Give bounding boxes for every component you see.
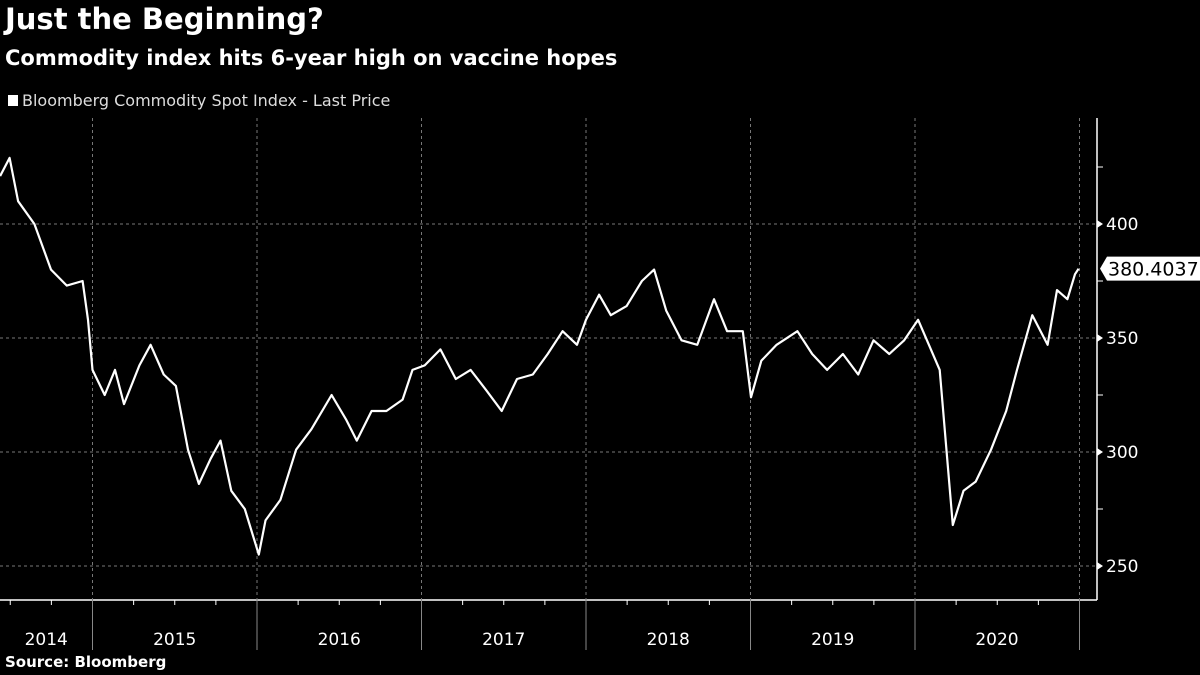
x-tick-label: 2015 (153, 630, 196, 650)
x-tick-label: 2016 (318, 630, 361, 650)
last-value-label: 380.4037 (1108, 259, 1199, 281)
y-tick-label: 300 (1106, 443, 1138, 463)
x-tick-label: 2019 (811, 630, 854, 650)
chart-subtitle: Commodity index hits 6-year high on vacc… (5, 46, 618, 70)
chart-title: Just the Beginning? (5, 2, 324, 36)
x-tick-label: 2014 (25, 630, 68, 650)
x-tick-label: 2020 (975, 630, 1018, 650)
series-line (0, 156, 1080, 556)
source-note: Source: Bloomberg (5, 653, 167, 671)
y-tick-mark (1097, 220, 1103, 228)
y-tick-mark (1097, 562, 1103, 570)
legend: Bloomberg Commodity Spot Index - Last Pr… (8, 91, 390, 110)
y-tick-mark (1097, 448, 1103, 456)
x-tick-label: 2018 (647, 630, 690, 650)
y-tick-mark (1097, 334, 1103, 342)
x-tick-label: 2017 (482, 630, 525, 650)
y-tick-label: 350 (1106, 329, 1138, 349)
legend-swatch (8, 95, 18, 106)
legend-label: Bloomberg Commodity Spot Index - Last Pr… (22, 91, 391, 110)
y-tick-label: 250 (1106, 557, 1138, 577)
last-value-badge (1100, 256, 1200, 281)
y-tick-label: 400 (1106, 215, 1138, 235)
